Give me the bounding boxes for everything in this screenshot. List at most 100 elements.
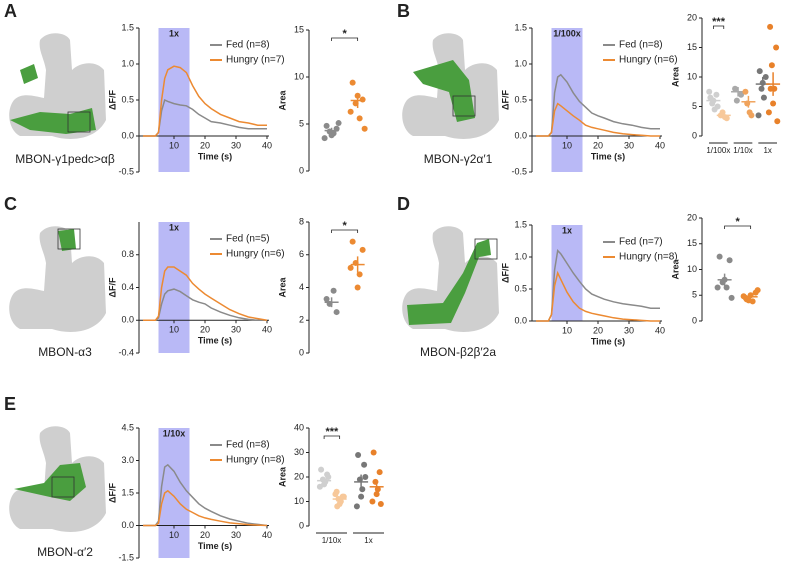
x-tick-label: 10 bbox=[562, 140, 572, 150]
y-tick-label: 10 bbox=[687, 264, 697, 274]
data-point bbox=[754, 287, 761, 294]
y-axis-title: ΔF/F bbox=[107, 90, 117, 110]
data-point bbox=[773, 44, 780, 51]
neuron-illustration bbox=[9, 226, 107, 332]
y-tick-label: 15 bbox=[294, 24, 304, 34]
data-point bbox=[756, 68, 763, 75]
data-point bbox=[330, 287, 337, 294]
dot-chart: 0 5 10 15 Area * bbox=[277, 24, 368, 175]
x-tick-label: 30 bbox=[624, 140, 634, 150]
neuron-projection bbox=[58, 229, 76, 251]
legend-label: Fed (n=5) bbox=[226, 234, 270, 245]
roi-box bbox=[452, 95, 476, 117]
data-point bbox=[743, 296, 750, 303]
legend-label: Fed (n=8) bbox=[619, 40, 663, 51]
data-point bbox=[370, 449, 377, 456]
data-point bbox=[340, 493, 347, 500]
y-tick-label: -0.5 bbox=[511, 166, 527, 176]
data-point bbox=[732, 85, 739, 92]
significance-label: * bbox=[342, 220, 347, 232]
y-axis-title: Area bbox=[277, 90, 287, 111]
data-point bbox=[356, 115, 363, 122]
data-point bbox=[762, 74, 769, 80]
y-tick-label: 40 bbox=[294, 422, 304, 432]
data-point bbox=[353, 503, 360, 510]
significance-label: *** bbox=[325, 426, 339, 438]
dot-chart: 0 5 10 15 20 Area *** 1/100x 1/10x 1x bbox=[670, 12, 781, 155]
data-point bbox=[356, 271, 363, 278]
x-tick-label: 40 bbox=[655, 325, 665, 335]
y-tick-label: 0.5 bbox=[121, 94, 134, 104]
y-axis-title: ΔF/F bbox=[500, 90, 510, 110]
y-tick-label: 0.4 bbox=[121, 282, 134, 292]
y-axis-title: ΔF/F bbox=[107, 483, 117, 503]
y-tick-label: 20 bbox=[294, 471, 304, 481]
data-point bbox=[760, 94, 767, 101]
panel-letter: C bbox=[4, 194, 17, 214]
stimulus-window bbox=[158, 28, 190, 172]
x-tick-label: 30 bbox=[231, 325, 241, 335]
data-point bbox=[347, 264, 354, 271]
y-tick-label: 0 bbox=[692, 315, 697, 325]
neuron-label: MBON-α3 bbox=[38, 345, 92, 359]
roi-box bbox=[57, 228, 81, 250]
neuron-label: MBON-γ2α′1 bbox=[424, 152, 493, 166]
x-tick-label: 30 bbox=[231, 140, 241, 150]
x-tick-label: 10 bbox=[169, 325, 179, 335]
stimulus-window bbox=[551, 28, 583, 172]
panel-letter: A bbox=[4, 1, 17, 21]
data-point bbox=[714, 103, 721, 110]
y-tick-label: 1.0 bbox=[514, 251, 527, 261]
y-tick-label: 0 bbox=[299, 520, 304, 530]
y-tick-label: -0.5 bbox=[118, 166, 134, 176]
trace-line bbox=[143, 266, 268, 322]
y-tick-label: 0.0 bbox=[514, 130, 527, 140]
data-point bbox=[376, 469, 383, 476]
y-tick-label: 10 bbox=[294, 496, 304, 506]
y-tick-label: 1.5 bbox=[121, 22, 134, 32]
data-point bbox=[742, 88, 749, 95]
panel: B MBON-γ2α′1 bbox=[397, 1, 499, 166]
data-point bbox=[749, 298, 756, 305]
y-tick-label: 3.0 bbox=[121, 455, 134, 465]
y-tick-label: 6 bbox=[299, 249, 304, 259]
y-tick-label: 0.0 bbox=[121, 315, 134, 325]
x-axis-title: Time (s) bbox=[198, 541, 232, 551]
x-tick-label: 20 bbox=[593, 140, 603, 150]
y-tick-label: 30 bbox=[294, 447, 304, 457]
neuron-projection bbox=[14, 463, 86, 501]
neuron-projection bbox=[10, 64, 96, 134]
stimulus-label: 1x bbox=[169, 28, 179, 38]
panel-letter: D bbox=[397, 194, 410, 214]
data-point bbox=[706, 88, 713, 95]
y-tick-label: 0.0 bbox=[514, 315, 527, 325]
x-tick-label: 20 bbox=[200, 530, 210, 540]
y-tick-label: 5 bbox=[692, 101, 697, 111]
group-label: 1/10x bbox=[733, 146, 753, 155]
roi-box bbox=[67, 111, 91, 133]
group-label: 1/100x bbox=[706, 146, 730, 155]
significance-bracket bbox=[323, 435, 341, 439]
data-point bbox=[332, 491, 339, 498]
significance-bracket bbox=[713, 25, 725, 29]
data-point bbox=[354, 284, 361, 291]
data-point bbox=[738, 91, 745, 98]
y-tick-label: 0.5 bbox=[514, 283, 527, 293]
data-point bbox=[358, 493, 365, 500]
brain-outline bbox=[9, 226, 107, 332]
x-tick-label: 40 bbox=[262, 325, 272, 335]
data-point bbox=[728, 294, 735, 301]
data-point bbox=[359, 486, 366, 493]
legend-label: Hungry (n=8) bbox=[619, 252, 678, 263]
trace-chart: 1/100x -0.5 0.0 0.5 1.0 1.5 ΔF/F 10 20 30 40 Time (… bbox=[500, 22, 677, 176]
y-axis-title: ΔF/F bbox=[500, 263, 510, 283]
neuron-label: MBON-β2β′2a bbox=[420, 345, 496, 359]
stimulus-window bbox=[158, 428, 190, 558]
y-tick-label: 4.5 bbox=[121, 422, 134, 432]
data-point bbox=[767, 85, 774, 92]
panel-letter: B bbox=[397, 1, 410, 21]
data-point bbox=[328, 132, 335, 139]
y-tick-label: 20 bbox=[687, 12, 697, 22]
neuron-projection bbox=[407, 239, 491, 325]
